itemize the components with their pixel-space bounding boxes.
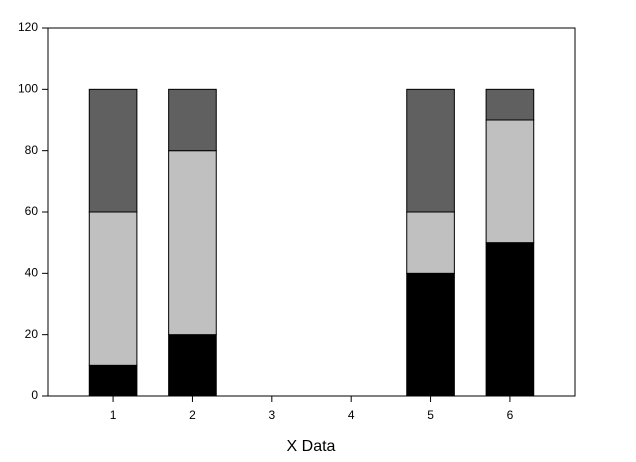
bar-segment — [485, 242, 535, 397]
y-tick-label: 20 — [25, 327, 39, 341]
x-tick-label: 5 — [427, 408, 434, 422]
x-axis-title: X Data — [287, 438, 336, 455]
x-tick-label: 6 — [507, 408, 514, 422]
bar-segment — [485, 119, 535, 244]
bar-segment — [88, 88, 138, 213]
x-tick-label: 2 — [189, 408, 196, 422]
x-tick-label: 4 — [348, 408, 355, 422]
bar-segment — [406, 88, 455, 213]
bar-segment — [88, 364, 138, 397]
bar-segment — [406, 211, 455, 274]
bar-segment — [168, 150, 217, 336]
bar-segment — [168, 334, 217, 397]
y-tick-label: 0 — [31, 388, 38, 402]
y-tick-label: 60 — [25, 204, 39, 218]
y-tick-label: 120 — [18, 20, 38, 34]
bar-segment — [168, 88, 217, 152]
bar-segment — [485, 88, 535, 121]
bar-segment — [406, 272, 455, 397]
y-tick-label: 100 — [18, 82, 38, 96]
bar-segment — [88, 211, 138, 366]
y-tick-label: 80 — [25, 143, 39, 157]
x-tick-label: 1 — [110, 408, 117, 422]
x-tick-label: 3 — [268, 408, 275, 422]
y-tick-label: 40 — [25, 266, 39, 280]
